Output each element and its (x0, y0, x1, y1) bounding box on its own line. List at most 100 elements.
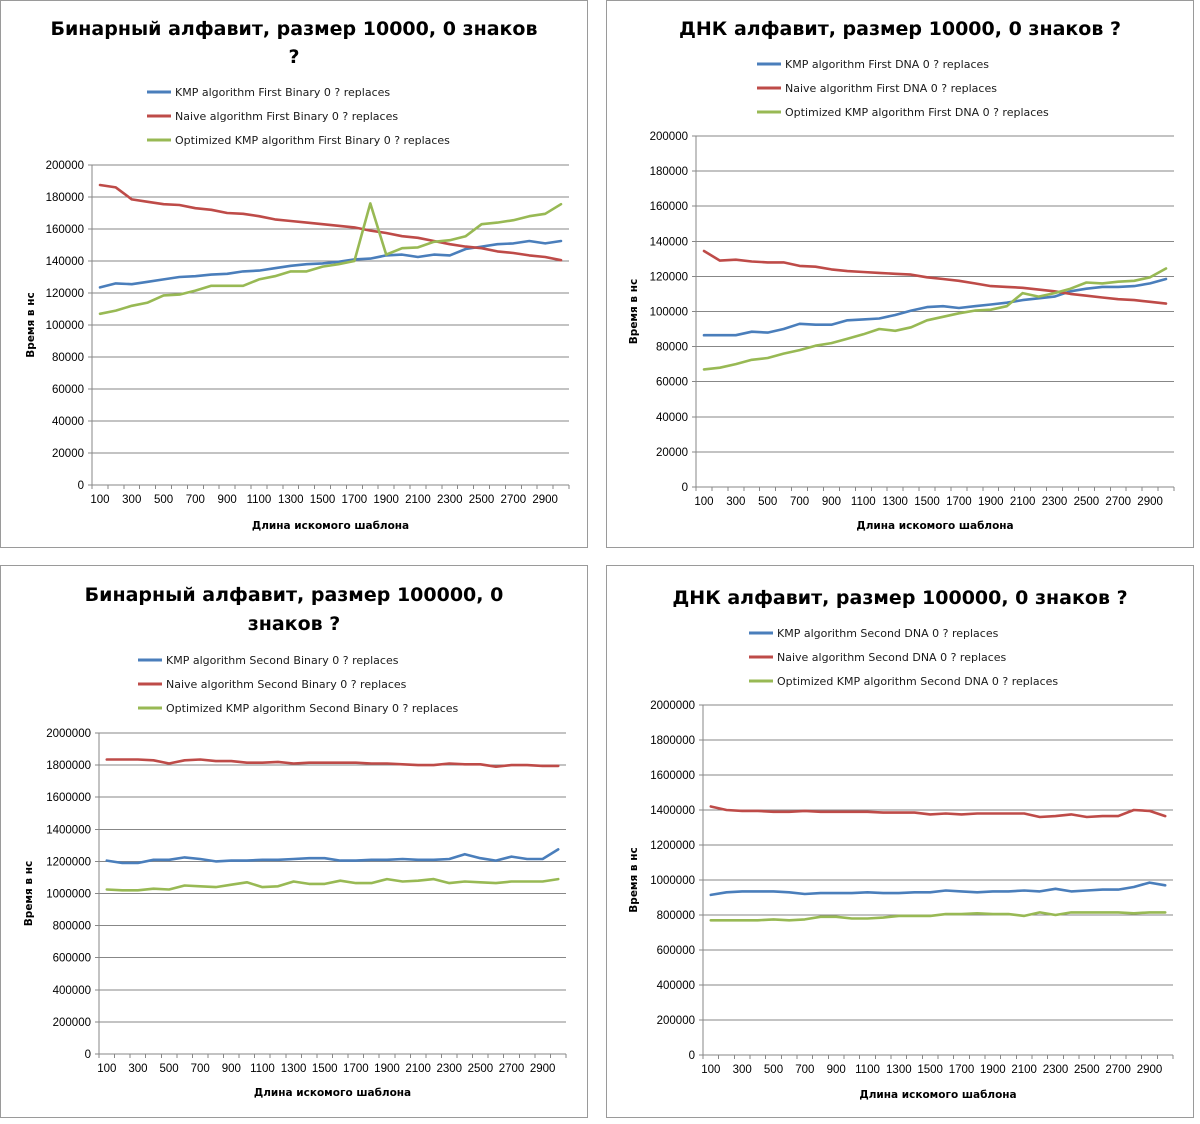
x-tick-label: 1500 (312, 1063, 338, 1075)
x-tick-label: 1500 (917, 1064, 943, 1076)
chart-title-line: Бинарный алфавит, размер 10000, 0 знаков (51, 18, 538, 40)
series-line-kmp (702, 277, 1168, 337)
x-tick-label: 1700 (949, 1064, 975, 1076)
x-tick-label: 1500 (914, 496, 940, 508)
x-tick-label: 2500 (1074, 496, 1100, 508)
x-tick-label: 1300 (882, 496, 908, 508)
y-tick-label: 1600000 (46, 792, 91, 804)
y-axis-label: Время в нс (628, 847, 640, 912)
legend-entry-kmp: KMP algorithm First Binary 0 ? replaces (175, 86, 390, 99)
x-tick-label: 2100 (1010, 496, 1036, 508)
x-tick-label: 2700 (1105, 1064, 1131, 1076)
x-tick-label: 2900 (1137, 496, 1163, 508)
series-line-naive (105, 758, 560, 768)
chart-title-line: ДНК алфавит, размер 100000, 0 знаков ? (672, 587, 1127, 609)
chart-panel-binary-10000: Бинарный алфавит, размер 10000, 0 знаков… (0, 0, 588, 548)
x-tick-label: 1100 (855, 1064, 880, 1076)
y-tick-label: 100000 (46, 320, 84, 332)
y-axis-label: Время в нс (23, 861, 35, 926)
series-line-optimized (702, 267, 1168, 371)
y-tick-label: 180000 (46, 192, 84, 204)
x-axis-label: Длина искомого шаблона (859, 1089, 1016, 1101)
x-tick-label: 900 (827, 1064, 846, 1076)
x-tick-label: 2300 (436, 1063, 462, 1075)
x-tick-label: 1900 (373, 494, 399, 506)
y-tick-label: 60000 (656, 377, 688, 389)
x-tick-label: 2900 (530, 1063, 556, 1075)
x-tick-label: 700 (186, 494, 205, 506)
series-line-naive (702, 249, 1168, 305)
x-tick-label: 2100 (405, 494, 431, 506)
x-tick-label: 1100 (250, 1063, 275, 1075)
x-tick-label: 300 (726, 496, 745, 508)
y-tick-label: 0 (85, 1049, 91, 1061)
x-tick-label: 1900 (978, 496, 1004, 508)
chart-dna-10000: ДНК алфавит, размер 10000, 0 знаков ? KMP… (628, 18, 1175, 532)
x-tick-label: 2500 (1074, 1064, 1100, 1076)
x-tick-label: 2300 (1042, 496, 1068, 508)
x-tick-label: 2100 (1011, 1064, 1037, 1076)
y-tick-label: 800000 (657, 910, 695, 922)
legend-entry-kmp: KMP algorithm First DNA 0 ? replaces (785, 58, 989, 71)
y-tick-label: 200000 (650, 131, 688, 143)
chart-title-line: знаков ? (248, 613, 341, 635)
legend-entry-naive: Naive algorithm First DNA 0 ? replaces (785, 82, 997, 95)
x-tick-label: 300 (128, 1063, 147, 1075)
x-tick-label: 100 (694, 496, 713, 508)
y-tick-label: 1000000 (46, 889, 91, 901)
y-tick-label: 400000 (53, 985, 91, 997)
legend-entry-kmp: KMP algorithm Second DNA 0 ? replaces (777, 627, 999, 640)
x-tick-label: 100 (701, 1064, 720, 1076)
x-tick-label: 700 (191, 1063, 210, 1075)
chart-panel-dna-100000: ДНК алфавит, размер 100000, 0 знаков ? KM… (606, 565, 1194, 1118)
y-tick-label: 800000 (53, 921, 91, 933)
x-tick-label: 2500 (469, 494, 495, 506)
x-tick-label: 1300 (886, 1064, 912, 1076)
x-tick-label: 700 (795, 1064, 814, 1076)
legend-entry-kmp: KMP algorithm Second Binary 0 ? replaces (166, 654, 399, 667)
x-tick-label: 2700 (501, 494, 527, 506)
y-tick-label: 400000 (657, 980, 695, 992)
x-tick-label: 2900 (532, 494, 558, 506)
y-tick-label: 0 (682, 482, 688, 494)
x-tick-label: 900 (222, 1063, 241, 1075)
chart-binary-10000: Бинарный алфавит, размер 10000, 0 знаков… (25, 18, 570, 532)
x-tick-label: 1500 (310, 494, 336, 506)
x-tick-label: 300 (733, 1064, 752, 1076)
y-tick-label: 1400000 (650, 805, 695, 817)
x-tick-label: 2300 (1043, 1064, 1069, 1076)
x-tick-label: 1100 (851, 496, 876, 508)
series-line-optimized (709, 911, 1167, 922)
x-tick-label: 1700 (343, 1063, 369, 1075)
y-tick-label: 600000 (53, 953, 91, 965)
chart-title-line: ДНК алфавит, размер 10000, 0 знаков ? (679, 18, 1121, 40)
y-tick-label: 20000 (52, 448, 84, 460)
y-tick-label: 2000000 (650, 700, 695, 712)
x-tick-label: 2300 (437, 494, 463, 506)
x-tick-label: 1300 (281, 1063, 307, 1075)
x-axis-label: Длина искомого шаблона (856, 520, 1013, 532)
y-tick-label: 140000 (46, 256, 84, 268)
series-line-naive (98, 183, 563, 262)
x-axis-label: Длина искомого шаблона (254, 1087, 411, 1099)
y-tick-label: 80000 (656, 342, 688, 354)
x-tick-label: 2900 (1137, 1064, 1163, 1076)
legend-entry-optimized: Optimized KMP algorithm Second DNA 0 ? r… (777, 675, 1058, 688)
y-tick-label: 40000 (656, 412, 688, 424)
legend-entry-naive: Naive algorithm Second Binary 0 ? replac… (166, 678, 407, 691)
x-tick-label: 700 (790, 496, 809, 508)
legend-entry-naive: Naive algorithm First Binary 0 ? replace… (175, 110, 398, 123)
y-tick-label: 1400000 (46, 824, 91, 836)
y-tick-label: 120000 (650, 271, 688, 283)
y-tick-label: 2000000 (46, 728, 91, 740)
y-tick-label: 160000 (46, 224, 84, 236)
y-tick-label: 1600000 (650, 770, 695, 782)
x-tick-label: 1700 (946, 496, 972, 508)
legend-entry-optimized: Optimized KMP algorithm Second Binary 0 … (166, 702, 459, 715)
y-tick-label: 160000 (650, 201, 688, 213)
chart-panel-dna-10000: ДНК алфавит, размер 10000, 0 знаков ? KMP… (606, 0, 1194, 548)
x-tick-label: 100 (90, 494, 109, 506)
y-tick-label: 600000 (657, 945, 695, 957)
x-tick-label: 1900 (980, 1064, 1006, 1076)
x-tick-label: 900 (218, 494, 237, 506)
